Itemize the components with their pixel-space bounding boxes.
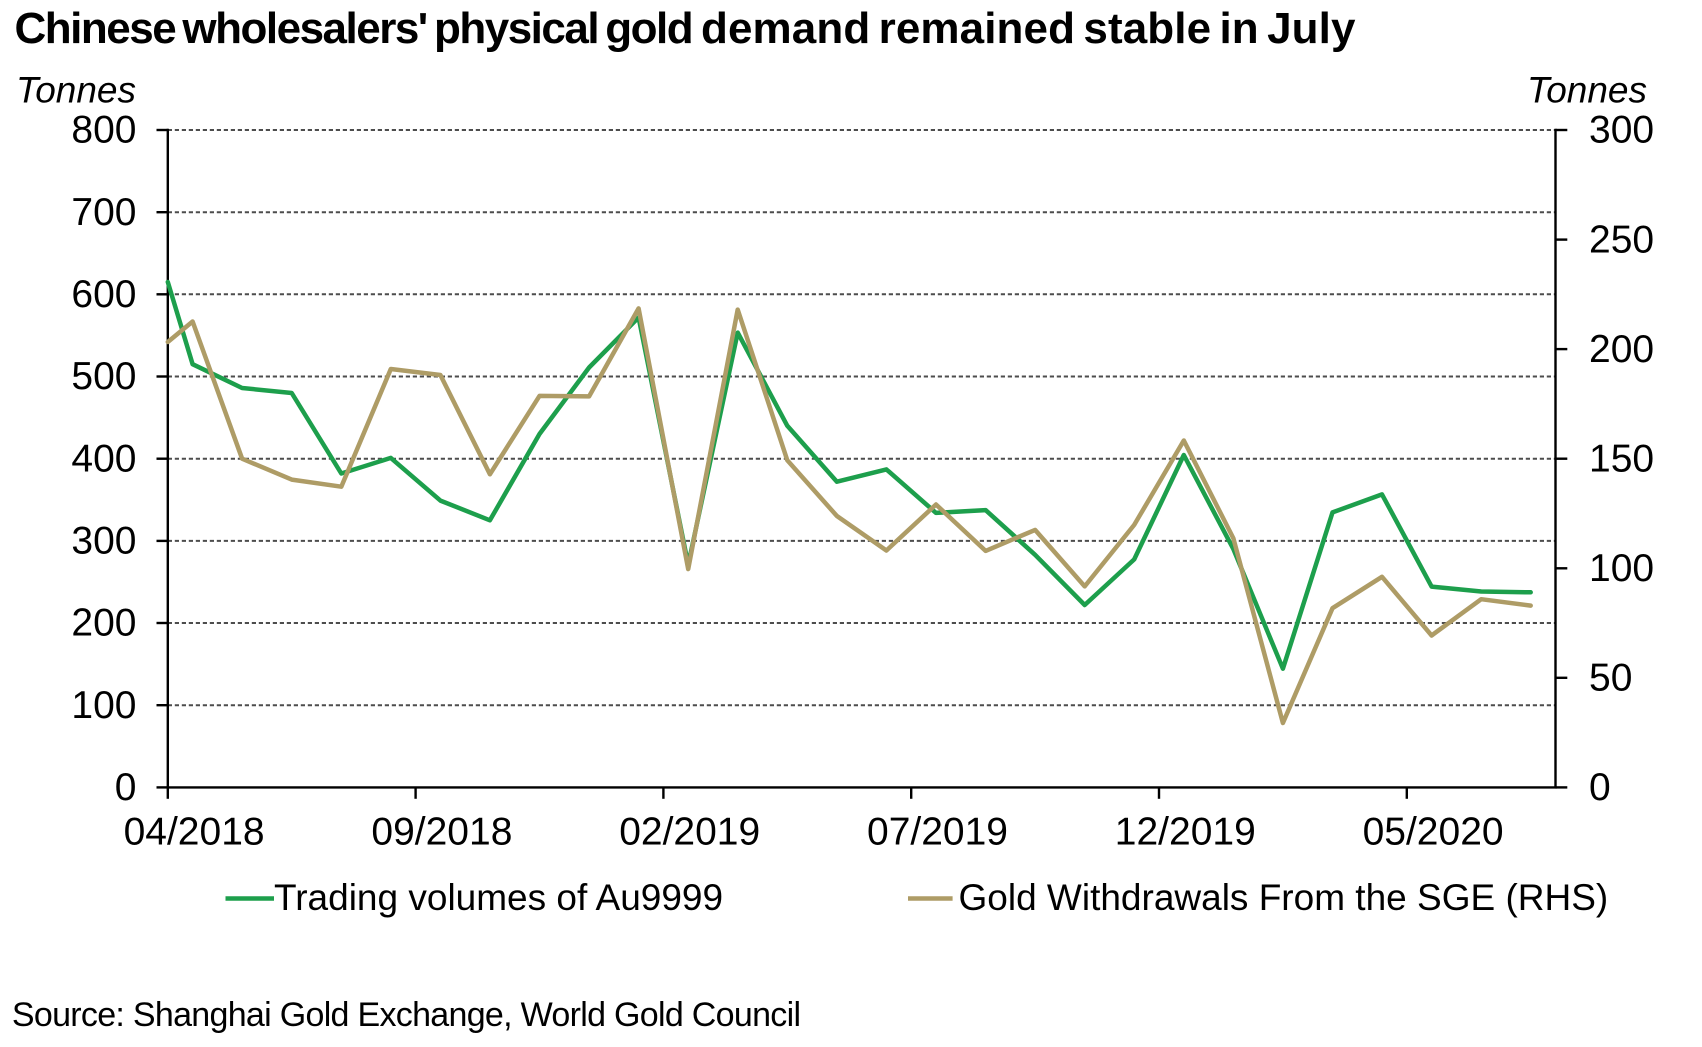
svg-text:250: 250 (1589, 218, 1654, 261)
svg-text:400: 400 (71, 437, 136, 480)
svg-text:500: 500 (71, 355, 136, 398)
svg-text:700: 700 (71, 191, 136, 234)
svg-text:07/2019: 07/2019 (867, 811, 1008, 854)
svg-text:Chinese wholesalers' physical: Chinese wholesalers' physical gold demand… (15, 4, 1356, 53)
svg-text:Source: Shanghai Gold Exchange: Source: Shanghai Gold Exchange, World Go… (12, 996, 800, 1034)
svg-text:Tonnes: Tonnes (16, 70, 136, 111)
svg-text:Tonnes: Tonnes (1527, 70, 1647, 111)
svg-text:02/2019: 02/2019 (619, 811, 760, 854)
svg-text:100: 100 (1589, 547, 1654, 590)
svg-text:100: 100 (71, 684, 136, 727)
svg-text:300: 300 (71, 520, 136, 563)
svg-text:800: 800 (71, 109, 136, 152)
svg-text:200: 200 (1589, 328, 1654, 371)
svg-text:200: 200 (71, 602, 136, 645)
svg-text:600: 600 (71, 273, 136, 316)
svg-text:12/2019: 12/2019 (1115, 811, 1256, 854)
svg-text:09/2018: 09/2018 (371, 811, 512, 854)
svg-text:Trading volumes of Au9999: Trading volumes of Au9999 (274, 877, 723, 918)
svg-text:150: 150 (1589, 437, 1654, 480)
svg-text:0: 0 (1589, 766, 1611, 809)
svg-text:300: 300 (1589, 109, 1654, 152)
svg-text:04/2018: 04/2018 (124, 811, 265, 854)
svg-text:05/2020: 05/2020 (1363, 811, 1504, 854)
svg-text:Gold Withdrawals From the SGE: Gold Withdrawals From the SGE (RHS) (959, 877, 1609, 918)
svg-text:0: 0 (115, 766, 137, 809)
svg-text:50: 50 (1589, 657, 1632, 700)
